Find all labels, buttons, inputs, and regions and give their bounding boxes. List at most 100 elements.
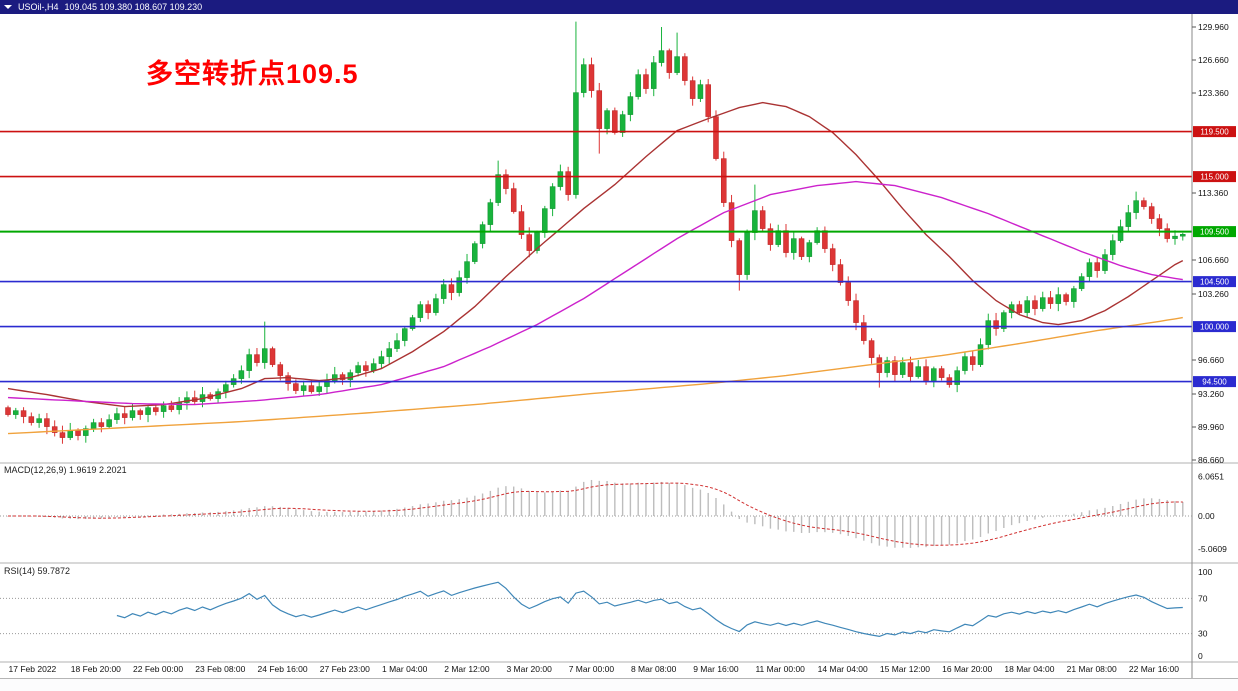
candle [1094,257,1100,278]
candle [759,206,766,233]
candle [510,182,517,214]
candle [355,361,361,377]
time-tick-label: 1 Mar 04:00 [382,664,428,674]
time-tick-label: 2 Mar 12:00 [444,664,490,674]
candle [409,314,416,331]
candle [456,270,462,297]
time-tick-label: 8 Mar 08:00 [631,664,677,674]
symbol-timeframe: USOil-,H4 [18,2,59,12]
rsi-tick-label: 100 [1198,567,1212,577]
candle [269,346,276,368]
price-axis-badge[interactable]: 100.000 [1193,321,1236,333]
candles-layer [5,21,1186,444]
candle [829,243,836,272]
candle [1164,223,1170,243]
candle [495,160,501,206]
candle [573,21,579,199]
price-axis[interactable]: 129.960 126.660 123.360 113.360 106.660 103.2… [1192,22,1236,661]
chart-dropdown-icon[interactable] [4,5,12,13]
candle [36,413,42,428]
candle [923,359,929,385]
price-tick-label: 103.260 [1198,289,1229,299]
candle [347,369,354,388]
price-tick-label: 89.960 [1198,422,1224,432]
candle [557,164,564,191]
candle [767,223,774,251]
svg-text:109.500: 109.500 [1200,228,1229,237]
time-tick-label: 23 Feb 08:00 [195,664,245,674]
candle [153,404,159,416]
candle [1086,258,1093,282]
candle [565,166,571,201]
candle [238,365,245,384]
candle [44,413,50,435]
candle [705,79,711,123]
candle [861,314,867,345]
candle [503,169,509,195]
time-axis[interactable]: 17 Feb 2022 18 Feb 20:00 22 Feb 00:00 23 Fe… [9,664,1180,674]
ma-mid-magenta [7,180,1183,406]
panel-separators [0,14,1238,678]
rsi-tick-label: 0 [1198,651,1203,661]
rsi-indicator-label: RSI(14) 59.7872 [4,566,71,576]
time-tick-label: 18 Feb 20:00 [71,664,121,674]
candle [1110,234,1116,261]
price-tick-label: 86.660 [1198,455,1224,465]
candle [954,366,960,393]
svg-text:100.000: 100.000 [1200,323,1229,332]
candle [643,68,649,94]
candle [868,338,875,364]
candle [674,32,680,76]
candle [853,293,859,331]
candle [440,279,447,304]
time-tick-label: 14 Mar 04:00 [818,664,868,674]
time-tick-label: 7 Mar 00:00 [569,664,615,674]
candle [658,27,665,67]
candle [650,56,657,97]
candle [580,58,587,98]
price-tick-label: 96.660 [1198,355,1224,365]
candle [464,253,470,284]
candle [1133,191,1139,220]
candle [1071,285,1077,308]
candle [363,361,369,377]
candle [1141,197,1147,210]
candle [612,107,618,135]
macd-signal-line [8,482,1183,546]
candle [20,407,27,424]
price-axis-badge[interactable]: 119.500 [1193,126,1236,138]
candle [666,48,673,79]
candle [791,231,797,260]
candle [728,194,735,248]
candle [697,79,704,102]
rsi-tick-label: 30 [1198,629,1208,639]
price-axis-badge[interactable]: 109.500 [1193,226,1236,238]
price-tick-label: 129.960 [1198,22,1229,32]
candle [1180,232,1186,241]
candle [386,342,392,364]
price-axis-badge[interactable]: 115.000 [1193,171,1236,183]
candle [433,293,439,316]
candle [1001,310,1007,332]
candle [114,407,120,424]
candle [28,412,35,426]
candle [1032,295,1038,316]
candle [300,380,307,397]
ohlc-readout: 109.045 109.380 108.607 109.230 [64,2,203,12]
price-tick-label: 113.360 [1198,188,1228,198]
time-tick-label: 22 Feb 00:00 [133,664,183,674]
candle [892,356,898,382]
candle [378,350,385,369]
price-axis-badge[interactable]: 104.500 [1193,276,1236,288]
time-tick-label: 3 Mar 20:00 [506,664,552,674]
candle [261,321,268,369]
price-axis-badge[interactable]: 94.500 [1193,376,1236,388]
time-tick-label: 17 Feb 2022 [9,664,57,674]
candle [604,108,610,135]
svg-text:119.500: 119.500 [1200,128,1229,137]
candle [588,57,595,98]
time-tick-label: 18 Mar 04:00 [1004,664,1054,674]
time-tick-label: 15 Mar 12:00 [880,664,930,674]
candle [931,366,937,388]
